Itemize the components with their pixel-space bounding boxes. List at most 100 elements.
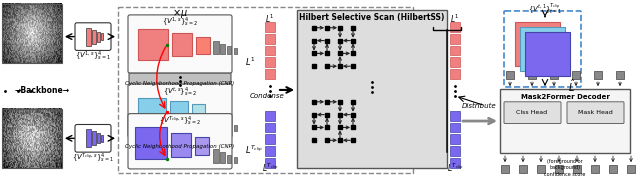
Text: →Backbone→: →Backbone→: [15, 87, 70, 95]
Text: Mask2Former Decoder: Mask2Former Decoder: [520, 94, 609, 100]
Text: $\{V^{T_{clip},s}\}_{s=1}^{4}$: $\{V^{T_{clip},s}\}_{s=1}^{4}$: [72, 151, 114, 165]
FancyBboxPatch shape: [567, 102, 624, 124]
FancyBboxPatch shape: [128, 114, 232, 169]
Bar: [234, 48, 237, 54]
Bar: [528, 71, 536, 79]
Bar: [506, 71, 514, 79]
Bar: [172, 33, 192, 56]
FancyBboxPatch shape: [128, 84, 232, 137]
Bar: [609, 165, 617, 173]
Bar: [594, 71, 602, 79]
Bar: [92, 131, 96, 145]
Text: Cyclic Neighborhood Propagation (CNP): Cyclic Neighborhood Propagation (CNP): [125, 144, 235, 149]
Bar: [450, 134, 460, 144]
FancyBboxPatch shape: [504, 102, 561, 124]
Text: Distribute: Distribute: [462, 103, 497, 109]
Bar: [537, 165, 545, 173]
Bar: [97, 133, 100, 143]
Bar: [220, 152, 225, 163]
Text: $\times \mu$: $\times \mu$: [172, 7, 188, 20]
Bar: [101, 135, 103, 142]
Bar: [265, 158, 275, 168]
Bar: [2, 109, 62, 168]
Text: $\{V^{1,s}\}_{s=1}^{4}$: $\{V^{1,s}\}_{s=1}^{4}$: [75, 50, 111, 63]
Bar: [138, 29, 168, 60]
Bar: [97, 32, 100, 41]
Text: $L^{T_{clip}}$: $L^{T_{clip}}$: [262, 162, 278, 174]
Bar: [135, 127, 167, 159]
Bar: [265, 122, 275, 132]
Bar: [450, 122, 460, 132]
Bar: [265, 69, 275, 79]
Text: $L^1$: $L^1$: [450, 13, 460, 25]
Text: Hilbert Selective Scan (HilbertSS): Hilbert Selective Scan (HilbertSS): [300, 13, 445, 22]
Bar: [520, 27, 565, 71]
Bar: [265, 134, 275, 144]
Bar: [450, 158, 460, 168]
Bar: [170, 101, 188, 122]
Text: Condense: Condense: [250, 93, 285, 99]
Bar: [86, 129, 91, 147]
Text: $L^1$: $L^1$: [265, 13, 275, 25]
Bar: [118, 7, 413, 173]
Bar: [171, 133, 191, 157]
Bar: [450, 22, 460, 32]
Bar: [213, 41, 219, 54]
Bar: [450, 146, 460, 156]
Bar: [555, 165, 563, 173]
Text: $\hat{L}$: $\hat{L}$: [568, 78, 576, 94]
Bar: [450, 111, 460, 121]
Bar: [138, 98, 166, 125]
Bar: [234, 157, 237, 163]
Bar: [234, 125, 237, 131]
Bar: [213, 118, 219, 131]
Bar: [450, 69, 460, 79]
Bar: [101, 33, 103, 40]
Bar: [265, 57, 275, 67]
Bar: [500, 89, 630, 153]
Text: Clss Head: Clss Head: [516, 110, 548, 115]
Bar: [627, 165, 635, 173]
Text: (foreground or: (foreground or: [547, 159, 583, 164]
Bar: [265, 46, 275, 55]
Bar: [213, 149, 219, 163]
Bar: [573, 165, 581, 173]
Bar: [220, 44, 225, 54]
Bar: [297, 10, 447, 168]
Text: background): background): [550, 165, 580, 171]
FancyBboxPatch shape: [128, 15, 232, 73]
Bar: [227, 46, 231, 54]
Bar: [195, 137, 209, 155]
Bar: [550, 71, 558, 79]
Bar: [525, 32, 570, 76]
Text: $\{V^{T_{clip},s}\}_{s=2}^{4}$: $\{V^{T_{clip},s}\}_{s=2}^{4}$: [159, 115, 201, 128]
Bar: [616, 71, 624, 79]
Bar: [572, 71, 580, 79]
Bar: [265, 22, 275, 32]
Bar: [450, 57, 460, 67]
Text: confidence score: confidence score: [544, 172, 586, 177]
Bar: [220, 121, 225, 131]
Bar: [2, 4, 62, 63]
Text: $\{V^{t,s}\}_{s=2}^{4}$: $\{V^{t,s}\}_{s=2}^{4}$: [163, 85, 197, 98]
Text: Mask Head: Mask Head: [578, 110, 612, 115]
FancyBboxPatch shape: [129, 136, 231, 156]
FancyBboxPatch shape: [129, 73, 231, 93]
Bar: [265, 146, 275, 156]
Bar: [227, 124, 231, 131]
Bar: [450, 46, 460, 55]
Bar: [591, 165, 599, 173]
Text: $\{V^{t,1}\}_{t=1}^{T_{clip}}$: $\{V^{t,1}\}_{t=1}^{T_{clip}}$: [528, 2, 563, 16]
Text: $\{V^{1,s}\}_{s=2}^{4}$: $\{V^{1,s}\}_{s=2}^{4}$: [162, 16, 198, 29]
Bar: [515, 22, 560, 66]
Bar: [92, 30, 96, 44]
Bar: [86, 28, 91, 46]
Text: Cyclic Neighborhood Propagation (CNP): Cyclic Neighborhood Propagation (CNP): [125, 80, 235, 85]
Bar: [227, 155, 231, 163]
Bar: [265, 111, 275, 121]
Bar: [450, 34, 460, 44]
Text: $L^1$: $L^1$: [245, 55, 255, 67]
Bar: [501, 165, 509, 173]
Bar: [192, 104, 205, 120]
Bar: [265, 34, 275, 44]
